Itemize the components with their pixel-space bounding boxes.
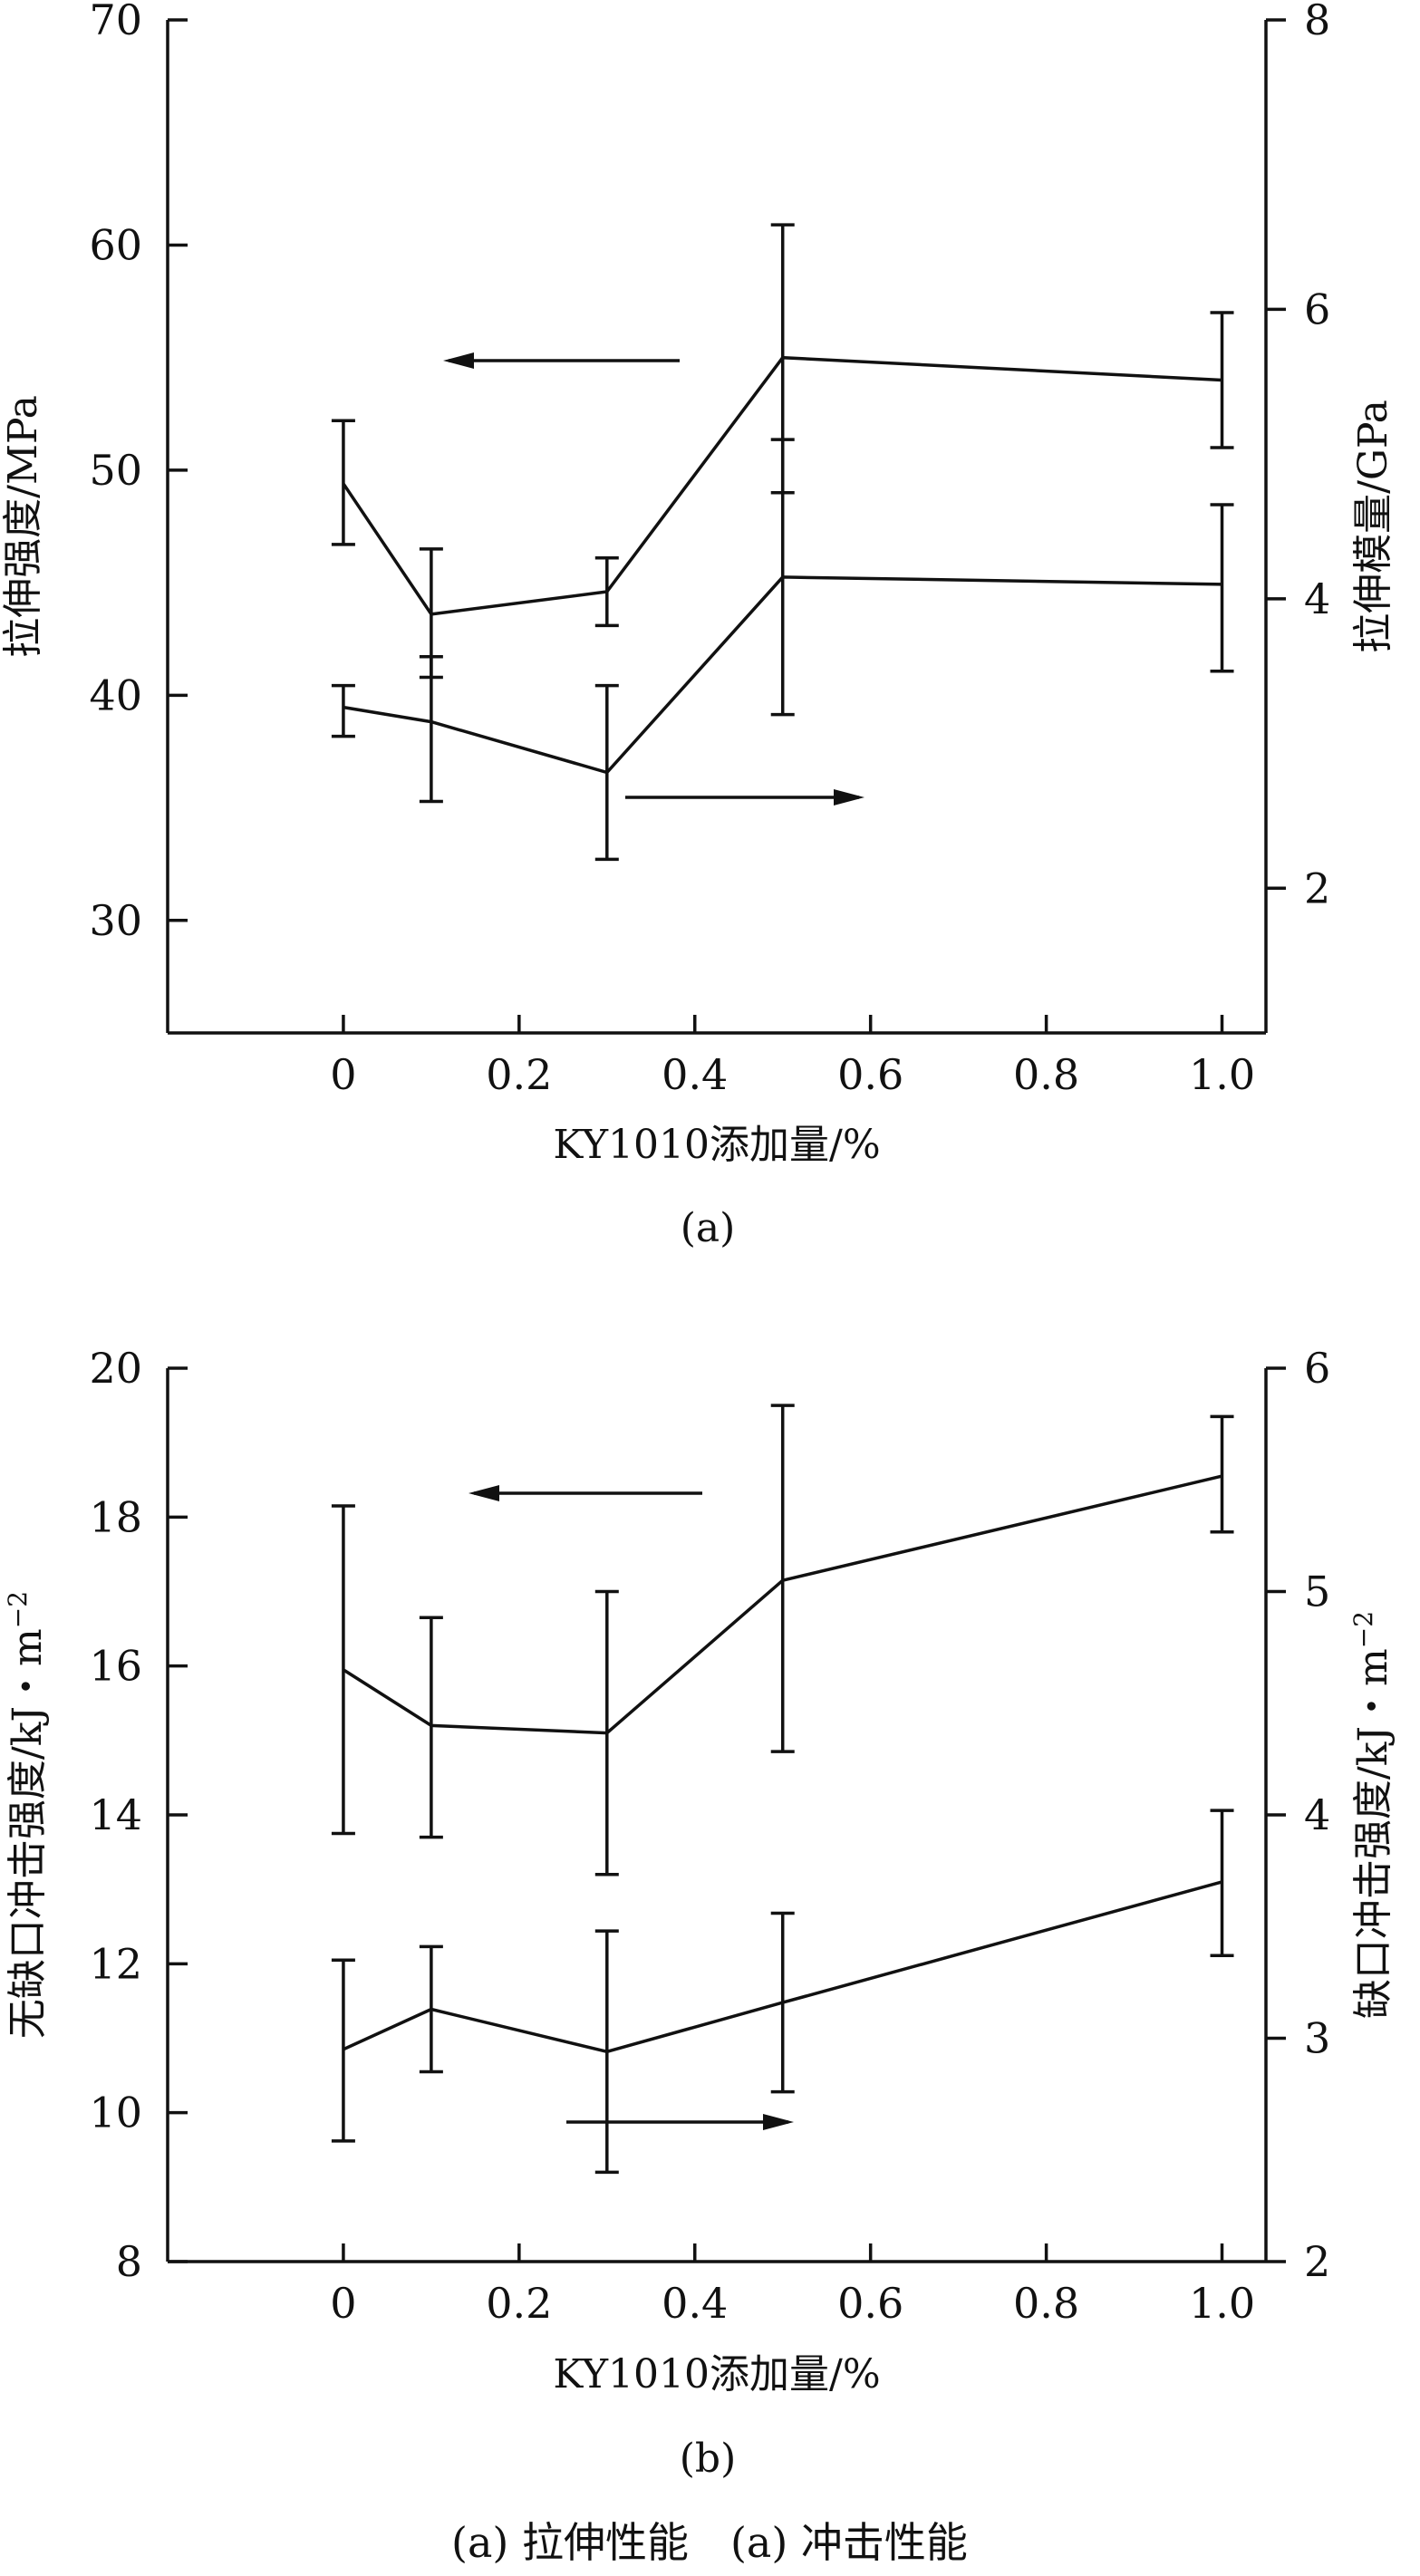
x-tick-label: 1.0 bbox=[1189, 2279, 1255, 2328]
right-y-tick-label: 2 bbox=[1304, 2237, 1330, 2286]
left-y-tick-label: 20 bbox=[89, 1344, 142, 1393]
x-tick-label: 0 bbox=[330, 2279, 356, 2328]
left-y-tick-label: 10 bbox=[89, 2089, 142, 2137]
panel-a-chart: 0 0.2 0.4 0.6 0.8 1.0 30 40 50 60 70 2 4 6 8 KY1010添加量/… bbox=[0, 0, 1396, 1251]
right-y-tick-label: 4 bbox=[1304, 574, 1330, 623]
left-y-tick-label: 60 bbox=[89, 220, 142, 269]
x-tick-label: 0.2 bbox=[486, 2279, 552, 2328]
right-y-tick-label: 5 bbox=[1304, 1568, 1330, 1616]
x-tick-label: 1.0 bbox=[1189, 1050, 1255, 1099]
x-axis-label: KY1010添加量/% bbox=[553, 2351, 880, 2398]
left-y-tick-label: 18 bbox=[89, 1492, 142, 1541]
panel-label: (a) bbox=[681, 1205, 736, 1251]
x-tick-label: 0 bbox=[330, 1050, 356, 1099]
arrow-head-right bbox=[834, 789, 865, 806]
right-y-axis-label: 缺口冲击强度/kJ・m−2 bbox=[1348, 1611, 1396, 2019]
right-y-tick-label: 4 bbox=[1304, 1790, 1330, 1839]
panel-label: (b) bbox=[680, 2436, 737, 2482]
left-y-axis-label-sup: −2 bbox=[3, 1591, 33, 1628]
left-y-tick-label: 8 bbox=[116, 2237, 142, 2286]
left-y-tick-label: 50 bbox=[89, 446, 142, 495]
left-y-tick-label: 40 bbox=[89, 671, 142, 719]
arrow-head-left bbox=[443, 352, 474, 369]
right-y-tick-label: 6 bbox=[1304, 285, 1330, 333]
x-tick-label: 0.8 bbox=[1013, 2279, 1079, 2328]
arrow-head-right bbox=[763, 2114, 794, 2130]
figure-caption: (a) 拉伸性能 (a) 冲击性能 bbox=[451, 2518, 968, 2567]
left-y-tick-label: 16 bbox=[89, 1642, 142, 1691]
right-y-axis-label-sup: −2 bbox=[1348, 1611, 1378, 1648]
x-tick-label: 0.4 bbox=[662, 1050, 728, 1099]
x-tick-label: 0.6 bbox=[837, 2279, 903, 2328]
left-y-tick-label: 12 bbox=[89, 1939, 142, 1988]
right-y-tick-label: 3 bbox=[1304, 2014, 1330, 2063]
arrow-head-left bbox=[469, 1485, 499, 1501]
x-tick-label: 0.6 bbox=[837, 1050, 903, 1099]
x-axis-label: KY1010添加量/% bbox=[553, 1122, 880, 1168]
right-y-tick-label: 8 bbox=[1304, 0, 1330, 44]
panel-b-chart: 0 0.2 0.4 0.6 0.8 1.0 8 10 12 14 16 18 20 2 3 4 5 6 KY1010… bbox=[3, 1344, 1396, 2482]
left-y-tick-label: 70 bbox=[89, 0, 142, 44]
left-y-axis-label: 拉伸强度/MPa bbox=[0, 395, 46, 658]
x-tick-label: 0.8 bbox=[1013, 1050, 1079, 1099]
x-tick-label: 0.4 bbox=[662, 2279, 728, 2328]
right-y-tick-label: 2 bbox=[1304, 863, 1330, 912]
left-y-tick-label: 30 bbox=[89, 896, 142, 945]
left-y-tick-label: 14 bbox=[89, 1790, 142, 1839]
left-y-axis-label: 无缺口冲击强度/kJ・m−2 bbox=[3, 1591, 51, 2039]
right-y-axis-label: 拉伸模量/GPa bbox=[1350, 400, 1396, 653]
x-tick-label: 0.2 bbox=[486, 1050, 552, 1099]
right-y-tick-label: 6 bbox=[1304, 1344, 1330, 1393]
